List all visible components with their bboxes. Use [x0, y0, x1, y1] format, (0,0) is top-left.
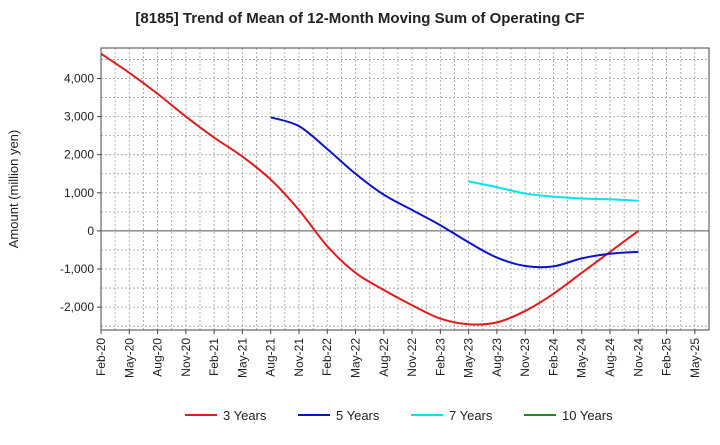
x-tick-label: Nov-22	[405, 338, 419, 377]
x-tick-label: May-24	[575, 338, 589, 378]
series-line-3-years	[100, 52, 639, 326]
x-tick-label: Nov-20	[179, 338, 193, 377]
x-tick-label: Feb-24	[546, 338, 560, 376]
x-tick-label: Feb-22	[320, 338, 334, 376]
x-tick-label: Feb-21	[207, 338, 221, 376]
x-tick-label: May-20	[122, 338, 136, 378]
x-tick-label: Nov-23	[518, 338, 532, 377]
x-tick-label: Aug-21	[264, 338, 278, 377]
legend-label-7-years: 7 Years	[449, 408, 493, 423]
x-tick-label: Feb-20	[94, 338, 108, 376]
plot-frame	[100, 47, 710, 331]
y-tick-label: 2,000	[64, 148, 94, 162]
chart-title: [8185] Trend of Mean of 12-Month Moving …	[135, 10, 585, 27]
x-tick-label: Nov-24	[631, 338, 645, 377]
x-tick-label: Aug-22	[377, 338, 391, 377]
x-tick-label: Aug-20	[151, 338, 165, 377]
y-tick-label: 1,000	[64, 186, 94, 200]
x-tick-label: Feb-23	[433, 338, 447, 376]
y-tick-label: -2,000	[60, 300, 94, 314]
legend-label-10-years: 10 Years	[562, 408, 613, 423]
y-tick-label: 0	[87, 224, 94, 238]
x-tick-label: Aug-23	[490, 338, 504, 377]
x-tick-label: May-25	[688, 338, 702, 378]
x-tick-label: Aug-24	[603, 338, 617, 377]
x-tick-label: Feb-25	[660, 338, 674, 376]
series-line-7-years	[468, 180, 639, 202]
x-tick-label: May-23	[462, 338, 476, 378]
y-tick-label: -1,000	[60, 262, 94, 276]
y-tick-label: 4,000	[64, 71, 94, 85]
series-line-5-years	[270, 116, 639, 269]
legend-label-5-years: 5 Years	[336, 408, 380, 423]
x-tick-label: May-21	[235, 338, 249, 378]
y-axis-label: Amount (million yen)	[6, 130, 21, 249]
y-tick-label: 3,000	[64, 110, 94, 124]
x-tick-label: Nov-21	[292, 338, 306, 377]
x-tick-label: May-22	[349, 338, 363, 378]
legend-label-3-years: 3 Years	[223, 408, 267, 423]
